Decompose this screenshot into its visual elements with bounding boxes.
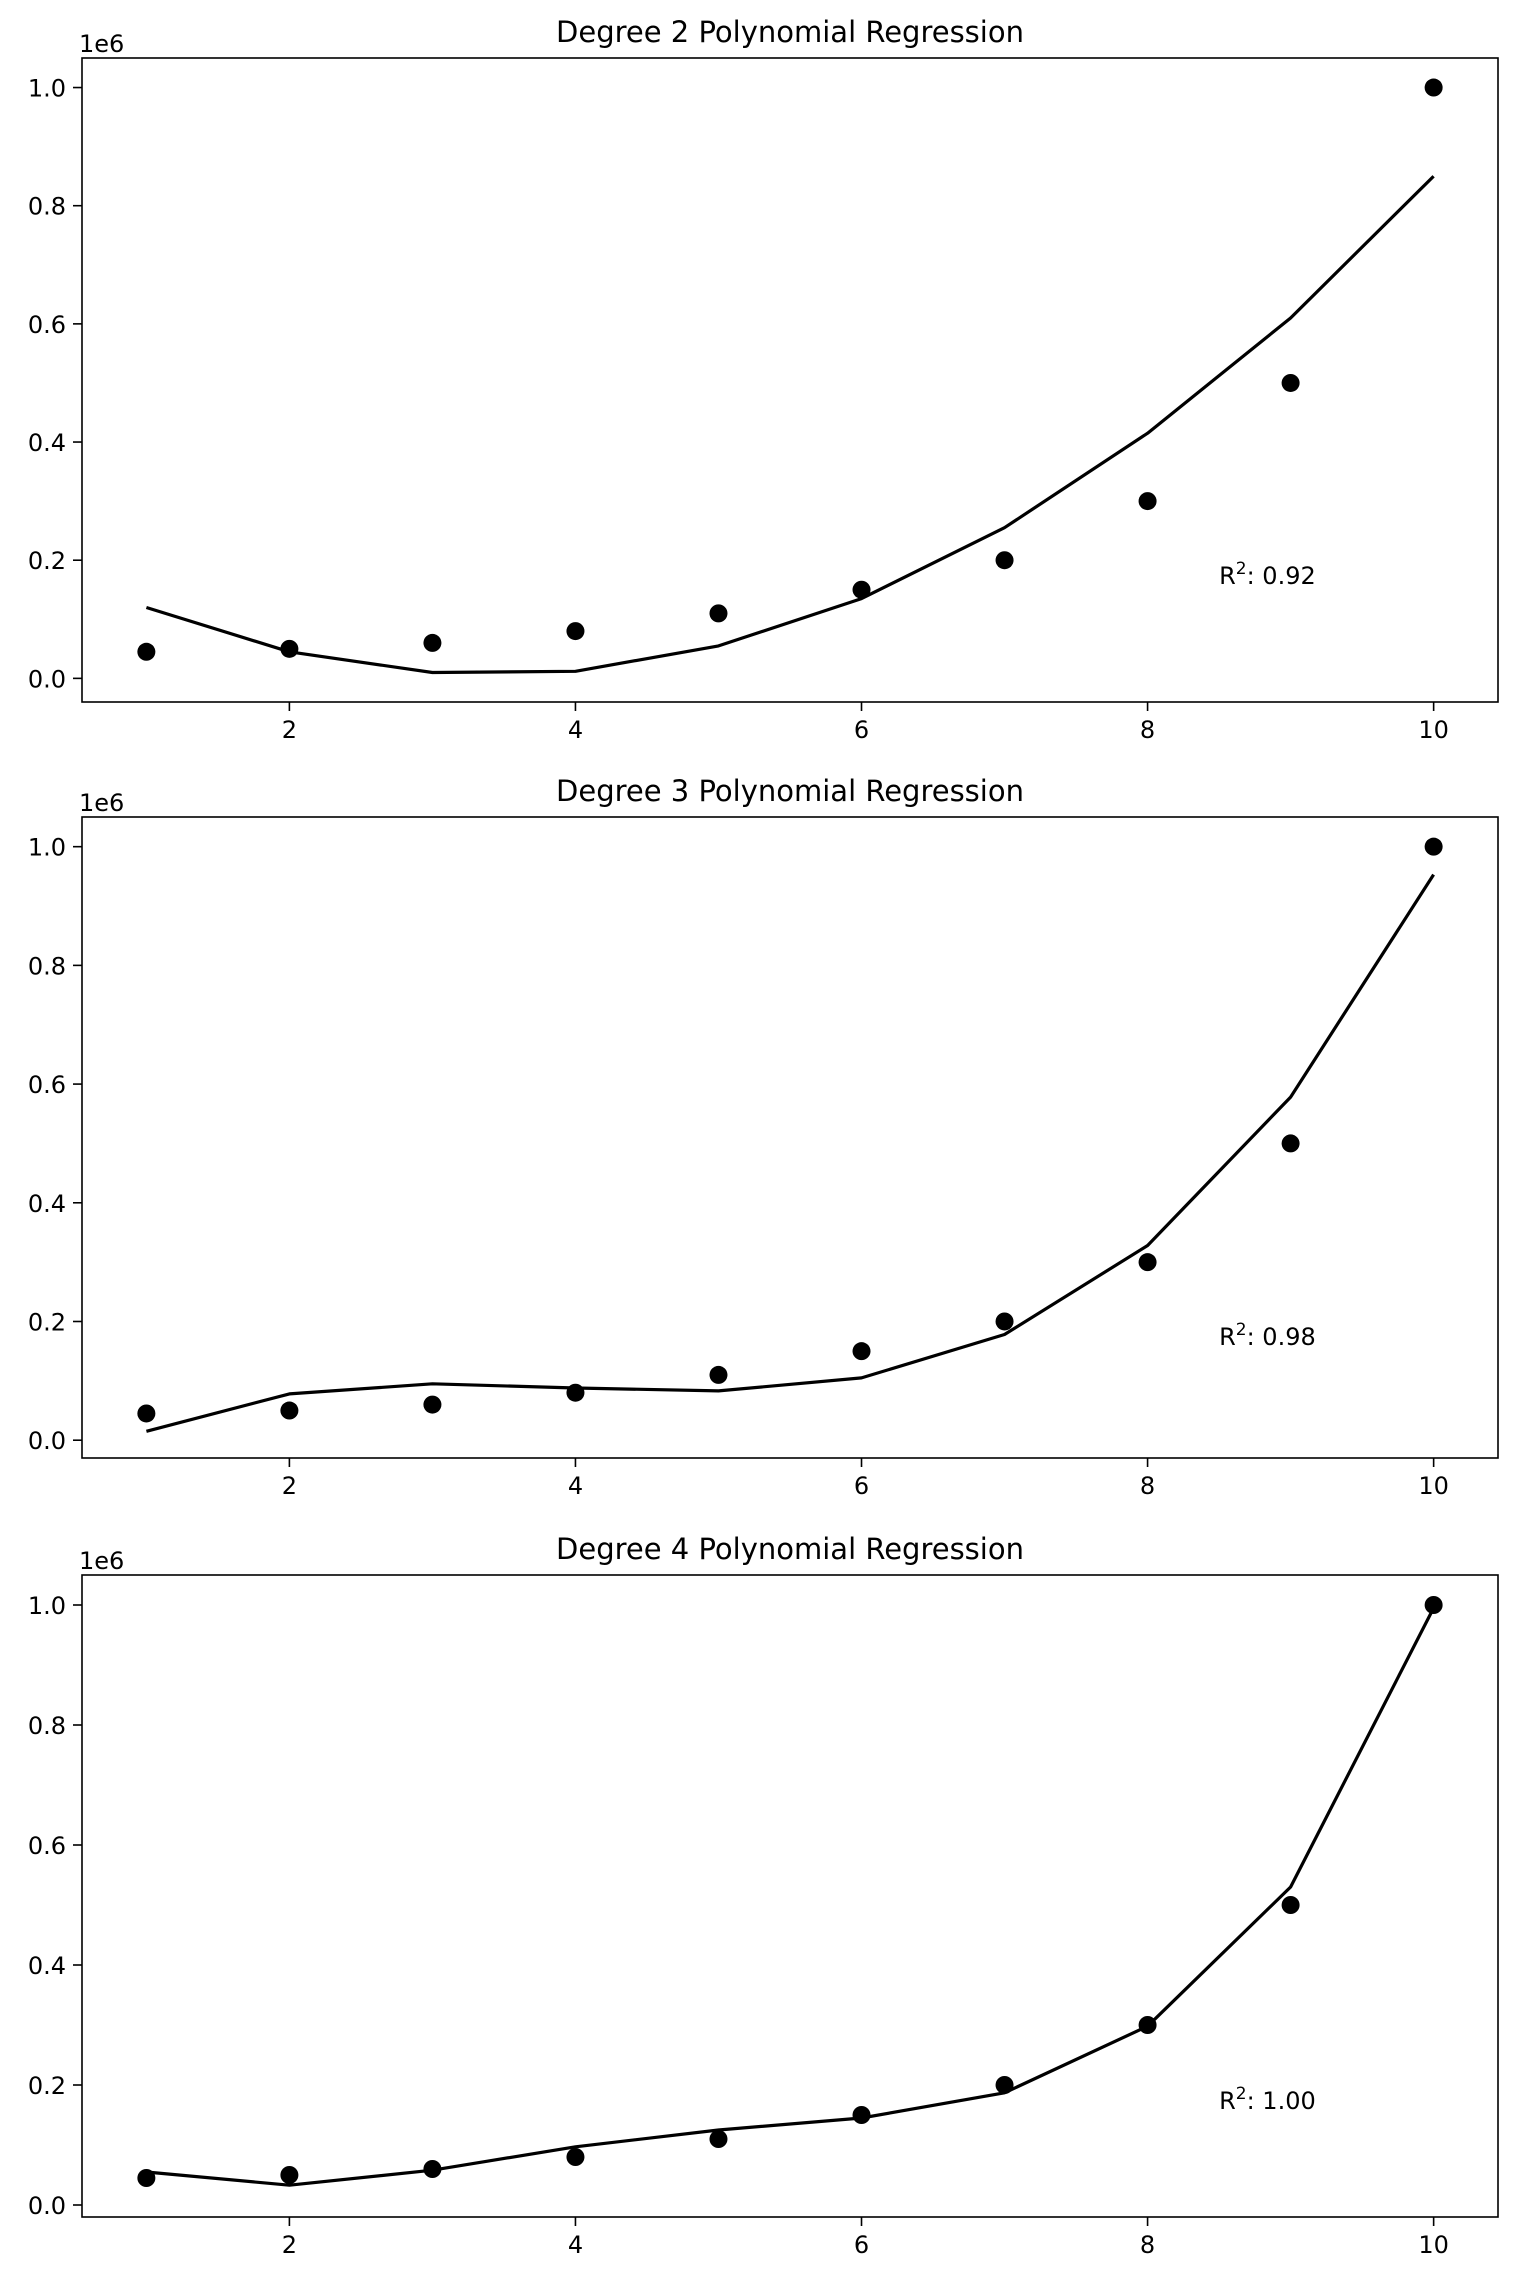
data-point	[1281, 373, 1300, 392]
fit-line	[145, 873, 1435, 1433]
data-point	[852, 2106, 871, 2124]
data-point	[137, 642, 156, 661]
x-tick-label: 2	[282, 716, 297, 744]
x-tick-label: 2	[282, 2231, 297, 2259]
axes-frame	[81, 1574, 1499, 2218]
data-point	[709, 1365, 728, 1384]
data-point	[423, 1395, 442, 1414]
x-tick-label: 4	[568, 1472, 583, 1500]
y-tick-label: 1.0	[28, 834, 66, 862]
chart-title: Degree 3 Polynomial Regression	[556, 774, 1024, 808]
data-point	[1424, 1596, 1443, 1614]
x-tick-label: 6	[854, 2231, 869, 2259]
data-point	[566, 2148, 585, 2166]
r-squared-value: : 0.98	[1247, 1323, 1316, 1351]
x-tick-label: 6	[854, 1472, 869, 1500]
y-tick-label: 0.4	[28, 1190, 66, 1218]
y-tick-label: 1.0	[28, 75, 66, 103]
fit-line	[145, 175, 1435, 675]
data-point	[852, 1342, 871, 1361]
x-tick-label: 4	[568, 716, 583, 744]
data-point	[1281, 1896, 1300, 1914]
y-offset-label: 1e6	[79, 30, 124, 58]
y-tick-label: 0.8	[28, 193, 66, 221]
data-point	[1424, 837, 1443, 856]
chart-title: Degree 4 Polynomial Regression	[556, 1532, 1024, 1566]
x-tick-label: 8	[1140, 716, 1155, 744]
data-point	[709, 604, 728, 623]
r-squared-value: : 0.92	[1247, 562, 1316, 590]
x-tick-label: 4	[568, 2231, 583, 2259]
y-tick-label: 0.4	[28, 429, 66, 457]
chart-panel-1: Degree 2 Polynomial Regression 1e6 0.0 0.2 0…	[28, 15, 1499, 744]
chart-panel-2: Degree 3 Polynomial Regression 1e6 0.0 0.2 0…	[28, 774, 1499, 1500]
x-tick-label: 8	[1140, 1472, 1155, 1500]
r-squared-value: : 1.00	[1247, 2087, 1316, 2115]
y-tick-label: 0.2	[28, 2072, 66, 2100]
r-squared-superscript: 2	[1236, 559, 1247, 579]
data-point	[709, 2130, 728, 2148]
x-tick-label: 6	[854, 716, 869, 744]
y-tick-label: 0.6	[28, 311, 66, 339]
r-squared-annotation: R2: 0.98	[1219, 1320, 1316, 1351]
x-tick-label: 2	[282, 1472, 297, 1500]
data-point	[1138, 492, 1157, 511]
r-squared-annotation: R2: 1.00	[1219, 2084, 1316, 2115]
data-point	[995, 1312, 1014, 1331]
y-offset-label: 1e6	[79, 789, 124, 817]
x-tick-label: 10	[1418, 716, 1449, 744]
chart-panel-3: Degree 4 Polynomial Regression 1e6 0.0 0.2 0…	[28, 1532, 1499, 2259]
chart-title: Degree 2 Polynomial Regression	[556, 15, 1024, 49]
y-tick-label: 0.2	[28, 547, 66, 575]
data-point	[852, 580, 871, 599]
r-squared-prefix: R	[1219, 1323, 1236, 1351]
r-squared-annotation: R2: 0.92	[1219, 559, 1316, 590]
y-tick-label: 0.2	[28, 1308, 66, 1336]
x-tick-label: 8	[1140, 2231, 1155, 2259]
y-tick-label: 0.6	[28, 1832, 66, 1860]
data-point	[137, 1404, 156, 1423]
data-point	[566, 622, 585, 641]
r-squared-prefix: R	[1219, 2087, 1236, 2115]
x-tick-label: 10	[1418, 2231, 1449, 2259]
data-point	[280, 2166, 299, 2184]
r-squared-superscript: 2	[1236, 2084, 1247, 2104]
x-tick-label: 10	[1418, 1472, 1449, 1500]
data-point	[1424, 78, 1443, 97]
data-point	[995, 551, 1014, 570]
data-point	[423, 633, 442, 652]
data-point	[1138, 1253, 1157, 1272]
y-tick-label: 0.0	[28, 1427, 66, 1455]
fit-line	[146, 1607, 1436, 2187]
y-tick-label: 0.0	[28, 665, 66, 693]
data-point	[280, 1401, 299, 1420]
data-point	[1281, 1134, 1300, 1153]
y-tick-label: 0.8	[28, 1712, 66, 1740]
y-tick-label: 0.4	[28, 1952, 66, 1980]
r-squared-superscript: 2	[1236, 1320, 1247, 1340]
y-tick-label: 1.0	[28, 1592, 66, 1620]
y-tick-label: 0.0	[28, 2192, 66, 2220]
y-tick-label: 0.8	[28, 952, 66, 980]
y-offset-label: 1e6	[79, 1547, 124, 1575]
axes-frame	[81, 816, 1499, 1459]
r-squared-prefix: R	[1219, 562, 1236, 590]
axes-frame	[81, 57, 1499, 703]
y-tick-label: 0.6	[28, 1071, 66, 1099]
